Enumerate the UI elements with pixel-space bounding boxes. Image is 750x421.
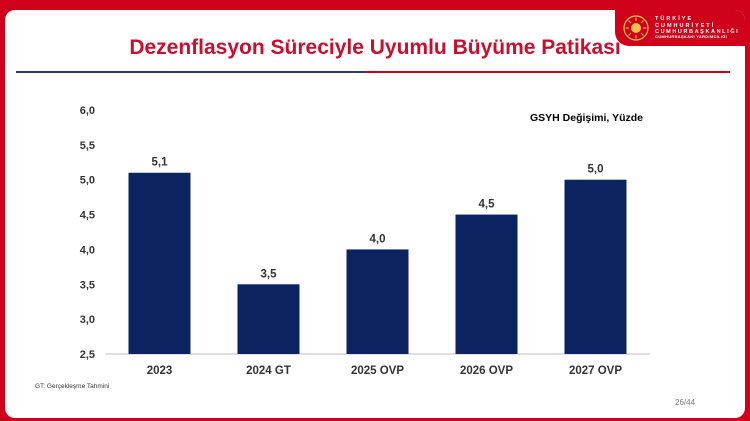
y-tick-label: 2,5 [80, 349, 95, 361]
data-label: 5,1 [152, 157, 169, 169]
y-tick-label: 5,0 [80, 175, 95, 187]
data-label: 4,0 [370, 233, 386, 245]
x-tick-label: 2024 GT [246, 365, 291, 377]
bar [128, 172, 191, 354]
x-tick-label: 2027 OVP [569, 365, 622, 377]
slide: TÜRKİYE CUMHURİYETİ CUMHURBAŞKANLIĞI CUM… [5, 10, 745, 418]
page-number: 26/44 [675, 398, 696, 407]
x-tick-label: 2023 [147, 365, 173, 377]
data-label: 5,0 [588, 164, 604, 176]
y-tick-label: 4,5 [80, 210, 95, 222]
title-rule-red [366, 71, 730, 73]
y-tick-label: 4,0 [80, 244, 95, 256]
slide-title: Dezenflasyon Süreciyle Uyumlu Büyüme Pat… [129, 36, 621, 59]
title-rule-blue [16, 71, 366, 73]
x-tick-label: 2025 OVP [351, 365, 404, 377]
org-name-line2: CUMHURBAŞKANLIĞI [655, 28, 740, 35]
bar [346, 249, 409, 354]
y-tick-label: 3,5 [80, 279, 95, 291]
y-tick-label: 5,5 [80, 140, 95, 152]
presidential-seal-icon [623, 15, 649, 41]
org-name-line3: CUMHURBAŞKANI YARDIMCILIĞI [655, 34, 728, 40]
data-label: 4,5 [479, 199, 496, 211]
logo-tab: TÜRKİYE CUMHURİYETİ CUMHURBAŞKANLIĞI CUM… [615, 10, 745, 46]
bar [237, 284, 300, 354]
bar [564, 179, 627, 354]
unit-label: GSYH Değişimi, Yüzde [530, 112, 643, 124]
bar-chart: 2,5 3,0 3,5 4,0 4,5 5,0 5,5 6,0 5,1 2023 3,5 2024 G… [80, 105, 650, 377]
x-tick-label: 2026 OVP [460, 365, 513, 377]
y-tick-label: 6,0 [80, 105, 95, 117]
org-name-line1: TÜRKİYE CUMHURİYETİ [655, 16, 716, 29]
data-label: 3,5 [261, 268, 278, 280]
y-tick-label: 3,0 [80, 314, 95, 326]
footnote: GT: Gerçekleşme Tahmini [35, 383, 110, 390]
bar [455, 214, 518, 354]
